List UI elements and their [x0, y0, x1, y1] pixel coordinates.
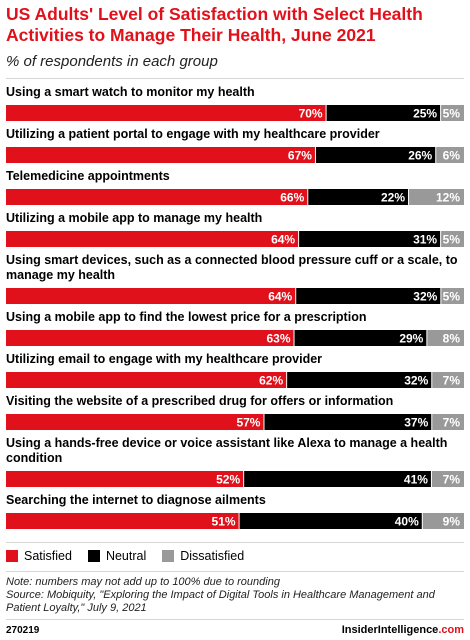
data-label-neutral: 26%: [408, 149, 432, 163]
bar-segment-dissatisfied: [422, 513, 464, 529]
data-label-neutral: 32%: [404, 374, 428, 388]
bar-segment-satisfied: [6, 513, 239, 529]
bar-segment-dissatisfied: [441, 231, 464, 247]
bar-segment-satisfied: [6, 231, 299, 247]
footer-divider: [6, 571, 464, 572]
legend-divider: [6, 542, 464, 543]
bar-segment-neutral: [308, 189, 409, 205]
bar-segment-satisfied: [6, 471, 244, 487]
bar-segment-dissatisfied: [436, 147, 464, 163]
bar-segment-satisfied: [6, 372, 287, 388]
bar-segment-neutral: [244, 471, 431, 487]
data-label-satisfied: 62%: [259, 374, 283, 388]
bar-segment-dissatisfied: [441, 288, 464, 304]
bottom-divider: [6, 619, 464, 620]
category-label: Using a mobile app to find the lowest pr…: [6, 310, 366, 324]
legend-label-neutral: Neutral: [105, 549, 147, 563]
bar-segment-neutral: [326, 105, 441, 121]
category-label: Utilizing a mobile app to manage my heal…: [6, 211, 262, 225]
bar-segment-satisfied: [6, 288, 296, 304]
bar-segment-dissatisfied: [409, 189, 464, 205]
legend-swatch-neutral: [87, 550, 100, 562]
bar-segment-neutral: [296, 288, 441, 304]
chart-id: 270219: [6, 625, 40, 636]
bar-segment-dissatisfied: [432, 414, 464, 430]
data-label-satisfied: 64%: [271, 233, 295, 247]
data-label-dissatisfied: 6%: [443, 149, 461, 163]
data-label-neutral: 25%: [413, 107, 437, 121]
legend-item-neutral: Neutral: [87, 549, 147, 563]
chart-legend: Satisfied Neutral Dissatisfied: [6, 549, 260, 563]
bar-segment-dissatisfied: [431, 471, 464, 487]
chart-subtitle: % of respondents in each group: [6, 53, 218, 70]
data-label-dissatisfied: 8%: [443, 332, 461, 346]
bar-segment-satisfied: [6, 189, 308, 205]
data-label-satisfied: 70%: [299, 107, 323, 121]
brand-logo-text[interactable]: InsiderIntelligence.com: [342, 624, 464, 636]
category-label: Visiting the website of a prescribed dru…: [6, 394, 393, 408]
data-label-satisfied: 66%: [280, 191, 304, 205]
bar-segment-satisfied: [6, 147, 315, 163]
data-label-dissatisfied: 7%: [443, 374, 461, 388]
chart-title: US Adults' Level of Satisfaction with Se…: [6, 4, 423, 45]
bar-segment-neutral: [287, 372, 432, 388]
legend-swatch-satisfied: [6, 550, 18, 562]
bar-segment-dissatisfied: [432, 372, 464, 388]
data-label-neutral: 29%: [399, 332, 423, 346]
data-label-neutral: 37%: [404, 416, 428, 430]
data-label-neutral: 22%: [381, 191, 405, 205]
chart-note: Note: numbers may not add up to 100% due…: [6, 576, 280, 588]
data-label-neutral: 41%: [404, 473, 428, 487]
bar-segment-neutral: [299, 231, 441, 247]
legend-swatch-dissatisfied: [162, 550, 175, 562]
data-label-dissatisfied: 7%: [443, 416, 461, 430]
data-label-neutral: 31%: [413, 233, 437, 247]
category-label: Using a hands-free device or voice assis…: [6, 436, 447, 465]
data-label-dissatisfied: 5%: [443, 233, 461, 247]
bar-segment-dissatisfied: [427, 330, 464, 346]
chart-source: Source: Mobiquity, "Exploring the Impact…: [6, 589, 435, 614]
data-label-satisfied: 63%: [267, 332, 291, 346]
data-label-dissatisfied: 7%: [443, 473, 461, 487]
brand-name: InsiderIntelligence: [341, 624, 439, 636]
data-label-dissatisfied: 9%: [443, 515, 461, 529]
legend-label-satisfied: Satisfied: [24, 549, 72, 563]
category-label: Searching the internet to diagnose ailme…: [6, 493, 266, 507]
bar-segment-neutral: [239, 513, 422, 529]
top-divider: [6, 78, 464, 79]
bar-segment-satisfied: [6, 105, 326, 121]
legend-item-satisfied: Satisfied: [6, 549, 72, 563]
data-label-satisfied: 57%: [236, 416, 260, 430]
category-label: Using smart devices, such as a connected…: [6, 253, 458, 282]
category-label: Telemedicine appointments: [6, 169, 170, 183]
legend-label-dissatisfied: Dissatisfied: [180, 549, 245, 563]
category-label: Utilizing email to engage with my health…: [6, 352, 322, 366]
data-label-neutral: 40%: [395, 515, 419, 529]
brand-suffix: .com: [438, 624, 464, 636]
bar-segment-satisfied: [6, 414, 264, 430]
bar-segment-neutral: [294, 330, 427, 346]
bar-segment-dissatisfied: [441, 105, 464, 121]
data-label-satisfied: 51%: [212, 515, 236, 529]
bar-segment-neutral: [264, 414, 432, 430]
data-label-dissatisfied: 5%: [443, 290, 461, 304]
bar-segment-neutral: [315, 147, 436, 163]
data-label-satisfied: 64%: [268, 290, 292, 304]
bar-segment-satisfied: [6, 330, 294, 346]
data-label-neutral: 32%: [413, 290, 437, 304]
data-label-satisfied: 67%: [288, 149, 312, 163]
data-label-satisfied: 52%: [216, 473, 240, 487]
data-label-dissatisfied: 12%: [436, 191, 460, 205]
category-label: Using a smart watch to monitor my health: [6, 85, 255, 99]
category-label: Utilizing a patient portal to engage wit…: [6, 127, 380, 141]
data-label-dissatisfied: 5%: [443, 107, 461, 121]
legend-item-dissatisfied: Dissatisfied: [162, 549, 244, 563]
